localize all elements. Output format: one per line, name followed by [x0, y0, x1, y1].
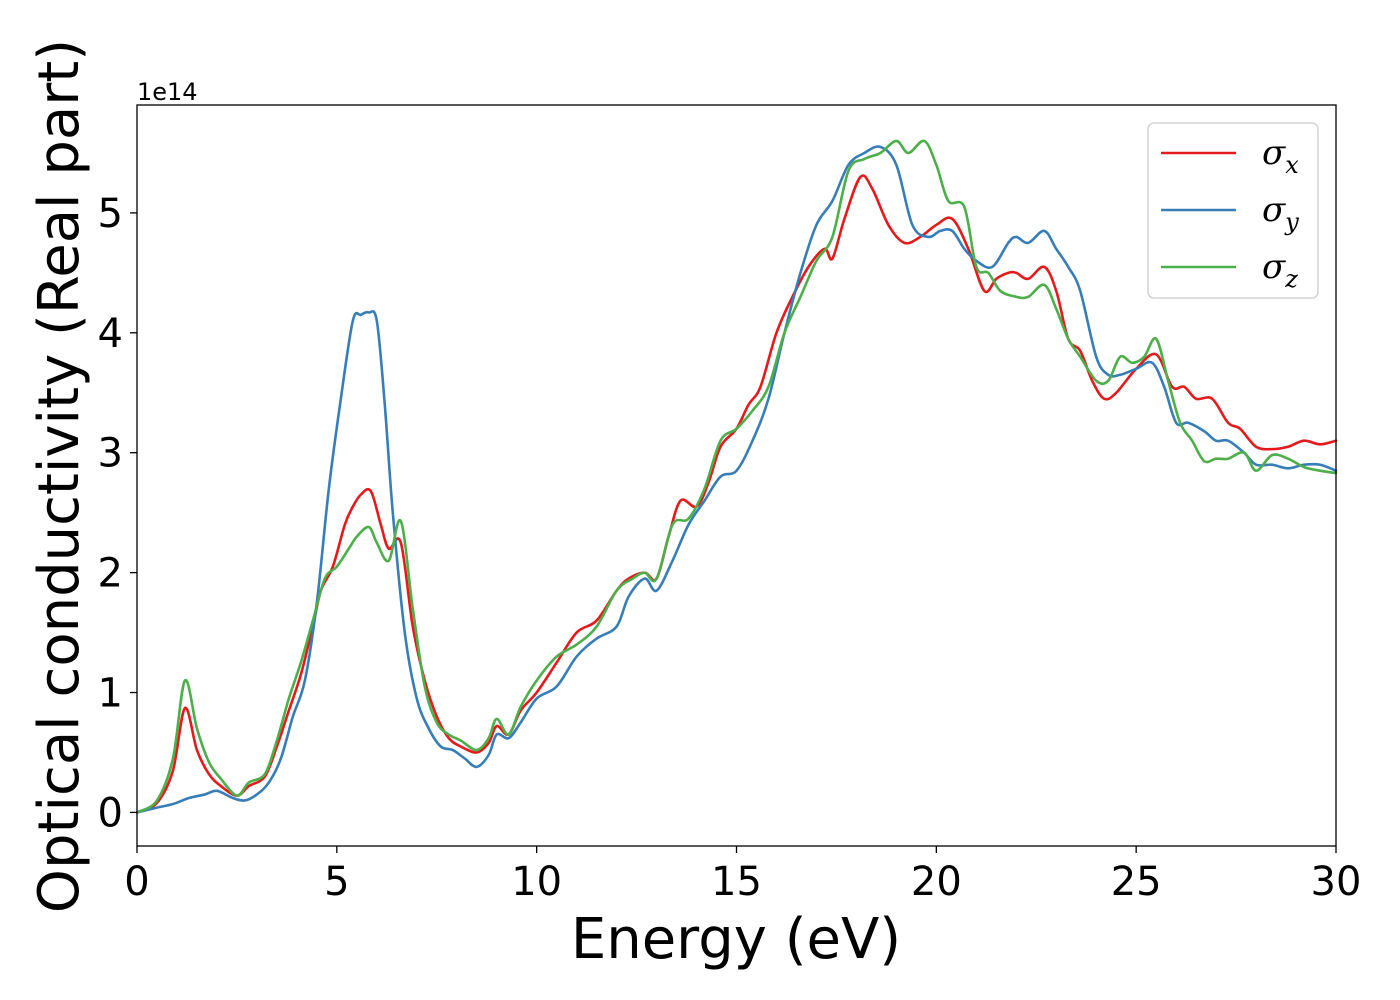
y-tick-label: 3 — [98, 431, 123, 477]
x-tick-label: 5 — [324, 859, 349, 905]
series-layer — [135, 139, 1338, 814]
ticks-layer: 0 5 10 15 20 25 30 0 1 2 3 4 5 — [98, 191, 1362, 905]
x-tick-label: 25 — [1111, 859, 1162, 905]
legend-label-x: σx — [1262, 133, 1299, 179]
series-line-x — [135, 174, 1338, 814]
x-tick-label: 0 — [124, 859, 149, 905]
legend-subscript: z — [1284, 265, 1298, 293]
series-line-z — [135, 139, 1338, 814]
y-offset-text: 1e14 — [137, 78, 198, 106]
legend-subscript: y — [1284, 208, 1299, 236]
x-tick-label: 15 — [711, 859, 762, 905]
x-tick-label: 20 — [911, 859, 962, 905]
x-axis-label: Energy (eV) — [571, 907, 901, 972]
x-tick-label: 10 — [511, 859, 562, 905]
y-tick-label: 4 — [98, 311, 123, 357]
y-tick-label: 5 — [98, 191, 123, 237]
y-tick-label: 1 — [98, 671, 123, 717]
legend-subscript: x — [1285, 151, 1299, 179]
y-tick-label: 0 — [98, 790, 123, 836]
x-tick-label: 30 — [1311, 859, 1362, 905]
y-tick-label: 2 — [98, 551, 123, 597]
y-axis-label: Optical conductivity (Real part) — [27, 39, 92, 913]
series-line-y — [135, 145, 1338, 814]
